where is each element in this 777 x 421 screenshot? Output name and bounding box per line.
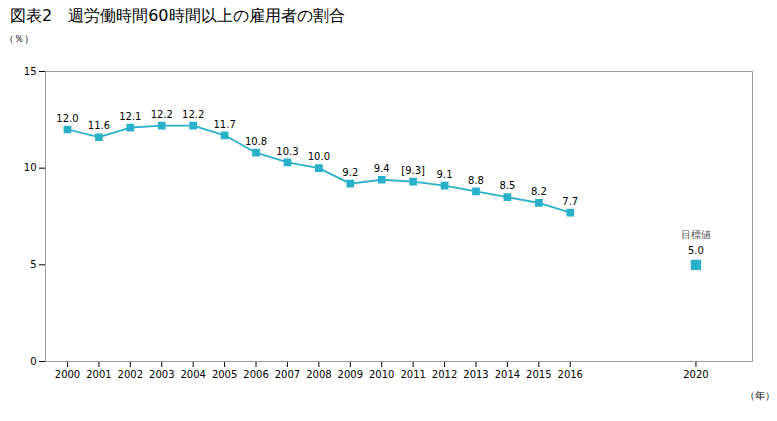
svg-text:8.8: 8.8: [468, 175, 484, 186]
svg-text:（年）: （年）: [745, 390, 775, 401]
svg-text:8.2: 8.2: [531, 186, 547, 197]
svg-text:10.8: 10.8: [245, 136, 267, 147]
svg-text:（％）: （％）: [4, 33, 34, 44]
svg-text:2012: 2012: [432, 369, 457, 380]
svg-text:2008: 2008: [306, 369, 331, 380]
svg-text:2000: 2000: [55, 369, 80, 380]
svg-text:[9.3]: [9.3]: [401, 165, 425, 176]
svg-text:9.4: 9.4: [374, 163, 390, 174]
svg-text:8.5: 8.5: [499, 180, 515, 191]
svg-text:2016: 2016: [558, 369, 583, 380]
svg-text:2009: 2009: [338, 369, 363, 380]
svg-text:2020: 2020: [683, 369, 708, 380]
svg-text:2006: 2006: [243, 369, 268, 380]
svg-text:11.7: 11.7: [213, 119, 235, 130]
svg-text:0: 0: [30, 356, 36, 367]
svg-text:5: 5: [30, 259, 36, 270]
svg-text:9.1: 9.1: [437, 169, 453, 180]
svg-text:2010: 2010: [369, 369, 394, 380]
svg-text:11.6: 11.6: [88, 120, 110, 131]
svg-text:2004: 2004: [180, 369, 205, 380]
svg-text:9.2: 9.2: [342, 167, 358, 178]
svg-text:2015: 2015: [526, 369, 551, 380]
svg-text:12.2: 12.2: [182, 109, 204, 120]
svg-text:目標値: 目標値: [681, 229, 711, 240]
svg-text:5.0: 5.0: [688, 245, 704, 256]
svg-text:2014: 2014: [495, 369, 520, 380]
svg-text:10: 10: [24, 162, 37, 173]
svg-text:15: 15: [24, 66, 37, 77]
svg-text:12.2: 12.2: [151, 109, 173, 120]
svg-text:2002: 2002: [118, 369, 143, 380]
svg-text:7.7: 7.7: [562, 196, 578, 207]
svg-text:12.1: 12.1: [119, 111, 141, 122]
svg-text:2003: 2003: [149, 369, 174, 380]
html-text:図表2 週労働時間60時間以上の雇用者の割合: 図表2 週労働時間60時間以上の雇用者の割合: [10, 6, 345, 25]
svg-text:2011: 2011: [400, 369, 425, 380]
svg-text:2001: 2001: [86, 369, 111, 380]
svg-text:10.3: 10.3: [276, 146, 298, 157]
svg-text:2005: 2005: [212, 369, 237, 380]
svg-text:2013: 2013: [463, 369, 488, 380]
svg-text:10.0: 10.0: [308, 151, 330, 162]
svg-text:12.0: 12.0: [56, 113, 78, 124]
svg-text:2007: 2007: [275, 369, 300, 380]
